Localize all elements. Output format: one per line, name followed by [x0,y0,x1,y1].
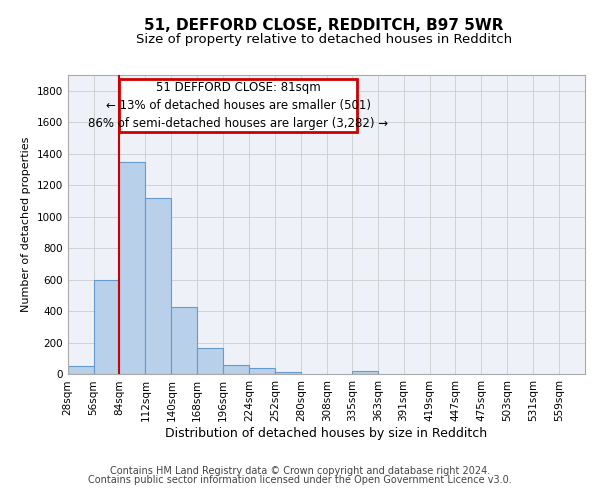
Text: Contains HM Land Registry data © Crown copyright and database right 2024.: Contains HM Land Registry data © Crown c… [110,466,490,476]
Bar [94,280,119,374]
Bar [172,308,197,374]
Text: Size of property relative to detached houses in Redditch: Size of property relative to detached ho… [136,32,512,46]
Y-axis label: Number of detached properties: Number of detached properties [21,137,31,312]
Bar [68,366,94,374]
Bar [119,162,145,374]
Bar [352,372,377,374]
Bar [223,365,249,374]
FancyBboxPatch shape [119,79,358,132]
Text: 51, DEFFORD CLOSE, REDDITCH, B97 5WR: 51, DEFFORD CLOSE, REDDITCH, B97 5WR [144,18,504,32]
Text: 51 DEFFORD CLOSE: 81sqm
← 13% of detached houses are smaller (501)
86% of semi-d: 51 DEFFORD CLOSE: 81sqm ← 13% of detache… [88,81,388,130]
Text: Contains public sector information licensed under the Open Government Licence v3: Contains public sector information licen… [88,475,512,485]
Bar [197,348,223,374]
Bar [275,372,301,374]
Bar [145,198,172,374]
X-axis label: Distribution of detached houses by size in Redditch: Distribution of detached houses by size … [165,427,487,440]
Bar [249,368,275,374]
